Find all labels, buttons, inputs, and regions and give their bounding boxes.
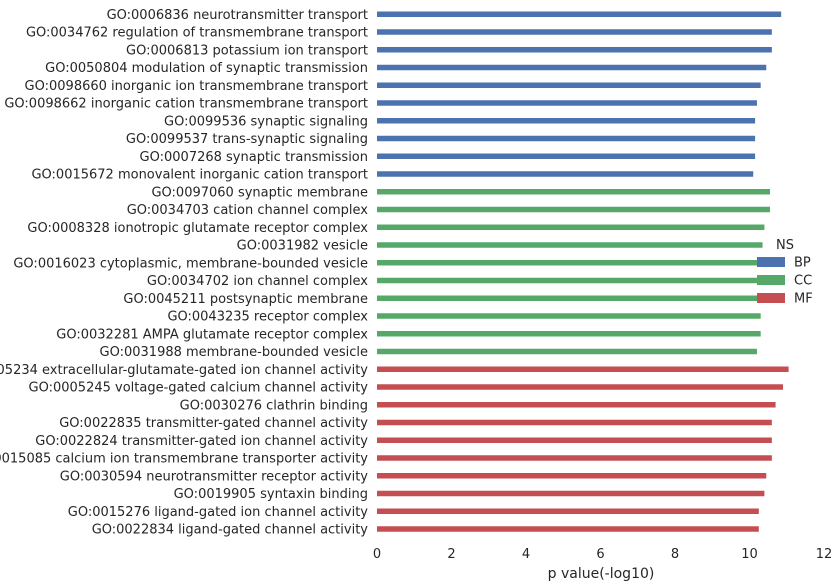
bar-bp bbox=[377, 29, 772, 35]
x-tick-label: 4 bbox=[522, 547, 530, 562]
legend-swatch bbox=[757, 293, 785, 303]
category-label: GO:0005245 voltage-gated calcium channel… bbox=[29, 381, 369, 396]
bar-cc bbox=[377, 295, 761, 301]
category-label: GO:0030594 neurotransmitter receptor act… bbox=[60, 469, 369, 484]
bar-cc bbox=[377, 331, 761, 337]
bar-bp bbox=[377, 118, 756, 124]
x-tick-label: 6 bbox=[596, 547, 604, 562]
category-label: GO:0005234 extracellular-glutamate-gated… bbox=[0, 363, 368, 378]
category-label: GO:0008328 ionotropic glutamate receptor… bbox=[27, 221, 368, 236]
category-label: GO:0045211 postsynaptic membrane bbox=[123, 292, 368, 307]
bar-mf bbox=[377, 402, 776, 408]
bar-cc bbox=[377, 313, 761, 319]
category-label: GO:0034702 ion channel complex bbox=[147, 274, 368, 289]
bar-bp bbox=[377, 11, 782, 17]
bar-bp bbox=[377, 171, 754, 177]
x-axis: 0 2 4 6 8 10 12 bbox=[373, 547, 832, 562]
category-label: GO:0050804 modulation of synaptic transm… bbox=[45, 61, 368, 76]
x-tick-label: 0 bbox=[373, 547, 381, 562]
category-label: GO:0031988 membrane-bounded vesicle bbox=[100, 345, 368, 360]
legend-label: CC bbox=[794, 274, 812, 289]
bars-layer bbox=[377, 11, 789, 532]
category-label: GO:0022835 transmitter-gated channel act… bbox=[59, 416, 368, 431]
bar-mf bbox=[377, 455, 772, 461]
x-axis-label: p value(-log10) bbox=[548, 566, 655, 582]
bar-mf bbox=[377, 526, 759, 532]
category-label: GO:0034703 cation channel complex bbox=[127, 203, 369, 218]
legend-swatch bbox=[757, 275, 785, 285]
legend-label: BP bbox=[794, 256, 811, 271]
category-label: GO:0043235 receptor complex bbox=[167, 310, 368, 325]
x-tick-label: 10 bbox=[741, 547, 758, 562]
bar-bp bbox=[377, 82, 761, 88]
category-label: GO:0015085 calcium ion transmembrane tra… bbox=[0, 452, 368, 467]
category-label: GO:0098662 inorganic cation transmembran… bbox=[4, 97, 368, 112]
legend-swatch bbox=[757, 257, 785, 267]
category-label: GO:0006813 potassium ion transport bbox=[126, 43, 368, 58]
category-label: GO:0019905 syntaxin binding bbox=[174, 487, 368, 502]
bar-cc bbox=[377, 277, 761, 284]
category-label: GO:0097060 synaptic membrane bbox=[151, 185, 368, 200]
bar-cc bbox=[377, 206, 770, 213]
category-label: GO:0032281 AMPA glutamate receptor compl… bbox=[56, 327, 368, 342]
bar-mf bbox=[377, 508, 759, 514]
bar-mf bbox=[377, 366, 789, 372]
category-label: GO:0098660 inorganic ion transmembrane t… bbox=[25, 79, 368, 94]
bar-mf bbox=[377, 473, 767, 479]
legend-title: NS bbox=[776, 238, 794, 253]
category-label: GO:0031982 vesicle bbox=[237, 239, 368, 254]
category-label: GO:0099537 trans-synaptic signaling bbox=[126, 132, 368, 147]
bar-bp bbox=[377, 100, 757, 106]
category-label: GO:0022834 ligand-gated channel activity bbox=[92, 523, 369, 538]
category-label: GO:0007268 synaptic transmission bbox=[140, 150, 368, 165]
bar-cc bbox=[377, 224, 765, 230]
x-tick-label: 8 bbox=[671, 547, 679, 562]
category-label: GO:0015672 monovalent inorganic cation t… bbox=[31, 168, 368, 183]
bar-cc bbox=[377, 242, 763, 248]
bar-mf bbox=[377, 419, 772, 426]
category-label: GO:0099536 synaptic signaling bbox=[164, 114, 368, 129]
bar-cc bbox=[377, 260, 761, 266]
category-label: GO:0030276 clathrin binding bbox=[180, 398, 368, 413]
bar-bp bbox=[377, 135, 756, 142]
bar-cc bbox=[377, 189, 770, 195]
category-labels: GO:0006836 neurotransmitter transport GO:… bbox=[0, 8, 368, 538]
category-label: GO:0006836 neurotransmitter transport bbox=[107, 8, 368, 23]
x-tick-label: 2 bbox=[447, 547, 455, 562]
bar-bp bbox=[377, 153, 756, 159]
bar-mf bbox=[377, 384, 784, 390]
legend-label: MF bbox=[794, 292, 813, 307]
bar-bp bbox=[377, 47, 772, 53]
bar-mf bbox=[377, 490, 765, 497]
bar-cc bbox=[377, 348, 757, 355]
category-label: GO:0016023 cytoplasmic, membrane-bounded… bbox=[13, 256, 368, 271]
bar-mf bbox=[377, 437, 772, 443]
x-tick-label: 12 bbox=[816, 547, 833, 562]
category-label: GO:0022824 transmitter-gated ion channel… bbox=[35, 434, 368, 449]
bar-bp bbox=[377, 64, 767, 71]
category-label: GO:0015276 ligand-gated ion channel acti… bbox=[68, 505, 369, 520]
category-label: GO:0034762 regulation of transmembrane t… bbox=[26, 26, 368, 41]
